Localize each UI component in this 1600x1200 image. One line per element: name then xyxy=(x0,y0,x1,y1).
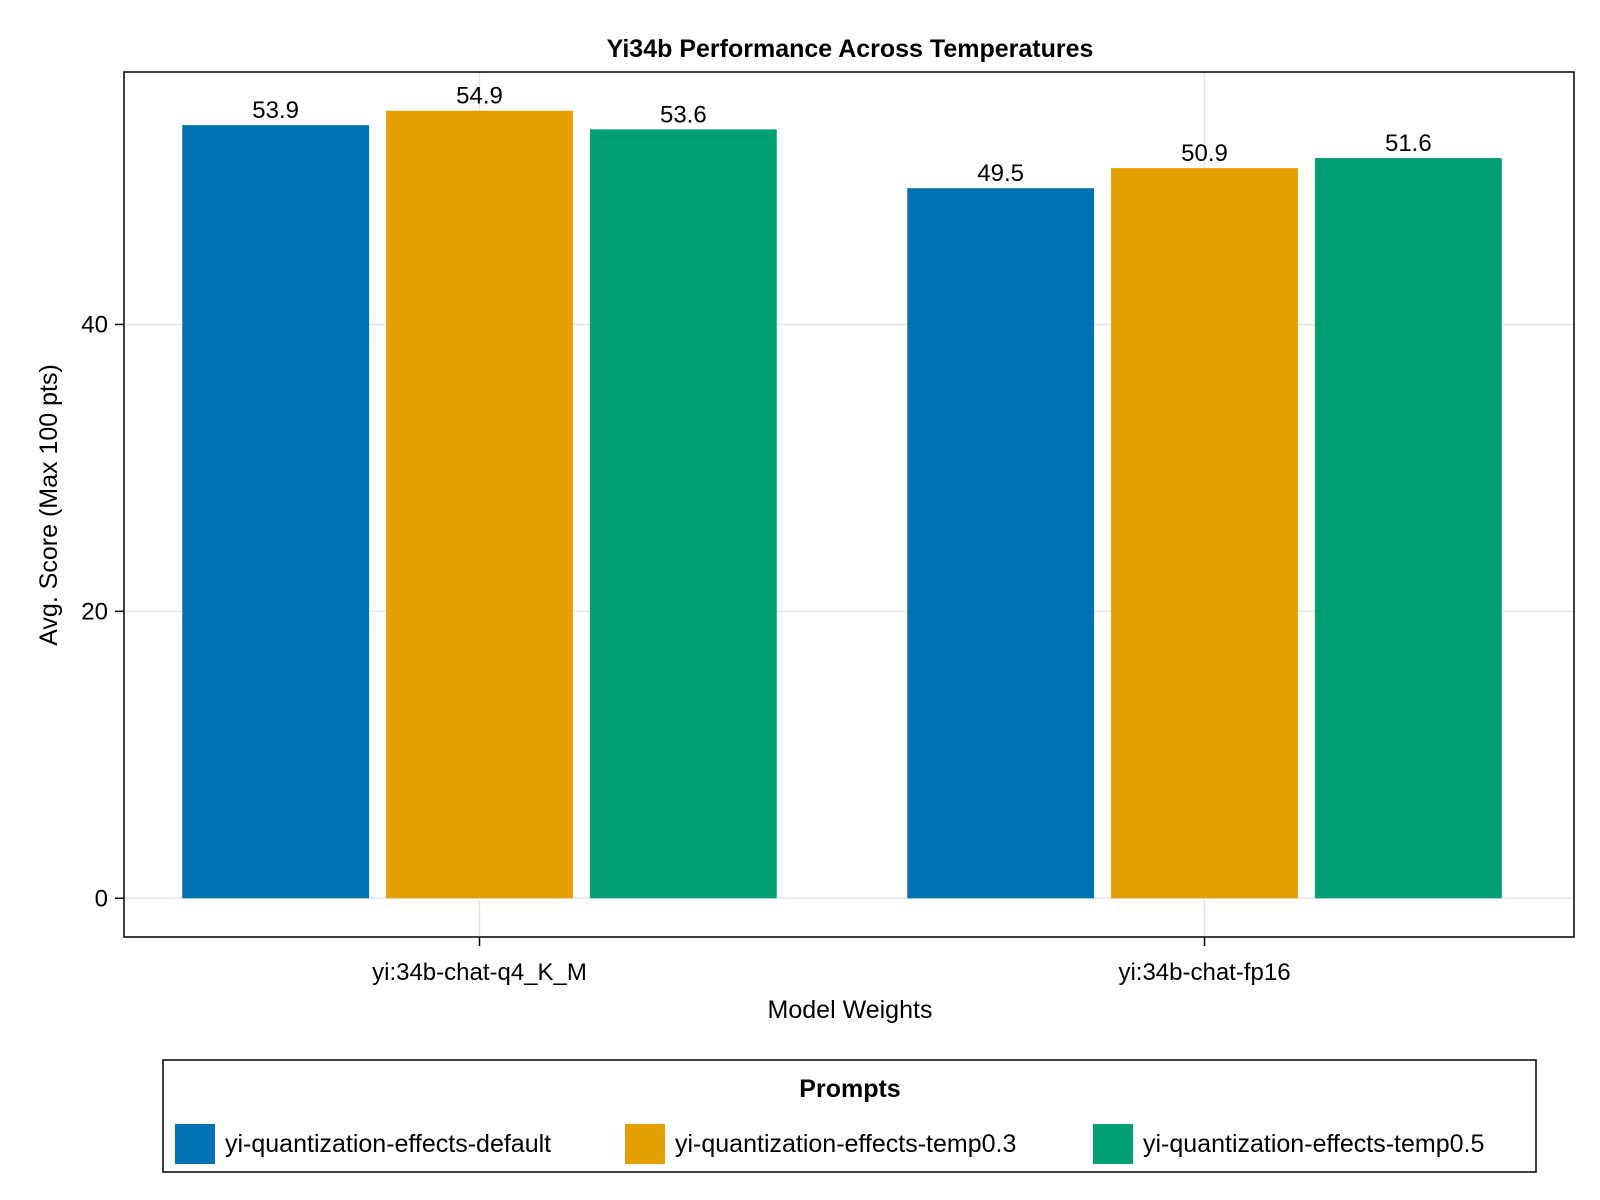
data-label: 53.6 xyxy=(660,101,707,128)
bars xyxy=(182,110,1502,899)
bar xyxy=(182,125,370,899)
y-axis-ticks: 0 20 40 xyxy=(81,311,124,912)
legend-label: yi-quantization-effects-temp0.5 xyxy=(1143,1130,1484,1158)
data-label: 54.9 xyxy=(456,83,503,110)
y-tick-label: 40 xyxy=(81,311,108,338)
legend-items: yi-quantization-effects-default yi-quanti… xyxy=(175,1124,1484,1164)
bar xyxy=(589,129,777,899)
x-axis-label: Model Weights xyxy=(768,996,933,1024)
bar xyxy=(1314,158,1502,899)
x-tick-label: yi:34b-chat-fp16 xyxy=(1118,959,1290,986)
data-labels: 53.9 49.5 54.9 50.9 53.6 51.6 xyxy=(252,83,1431,187)
y-tick-label: 0 xyxy=(95,885,108,912)
data-label: 51.6 xyxy=(1385,130,1432,157)
legend-label: yi-quantization-effects-temp0.3 xyxy=(675,1130,1016,1158)
legend-swatch xyxy=(1093,1124,1133,1164)
bar xyxy=(386,110,573,899)
data-label: 49.5 xyxy=(977,160,1024,187)
legend-box xyxy=(162,1059,1537,1173)
x-axis-ticks: yi:34b-chat-q4_K_M yi:34b-chat-fp16 xyxy=(372,937,1291,986)
bar xyxy=(1111,168,1298,899)
y-axis-label: Avg. Score (Max 100 pts) xyxy=(35,364,63,646)
y-tick-label: 20 xyxy=(81,598,108,625)
legend-title: Prompts xyxy=(799,1075,900,1103)
legend-swatch xyxy=(625,1124,665,1164)
bar xyxy=(907,188,1095,899)
data-label: 53.9 xyxy=(252,97,299,124)
legend-label: yi-quantization-effects-default xyxy=(225,1130,551,1158)
legend-swatch xyxy=(175,1124,215,1164)
plot-frame xyxy=(123,71,1575,938)
data-label: 50.9 xyxy=(1181,140,1228,167)
x-tick-label: yi:34b-chat-q4_K_M xyxy=(372,959,587,986)
chart-title: Yi34b Performance Across Temperatures xyxy=(607,35,1094,63)
legend: Prompts yi-quantization-effects-default y… xyxy=(162,1059,1537,1173)
